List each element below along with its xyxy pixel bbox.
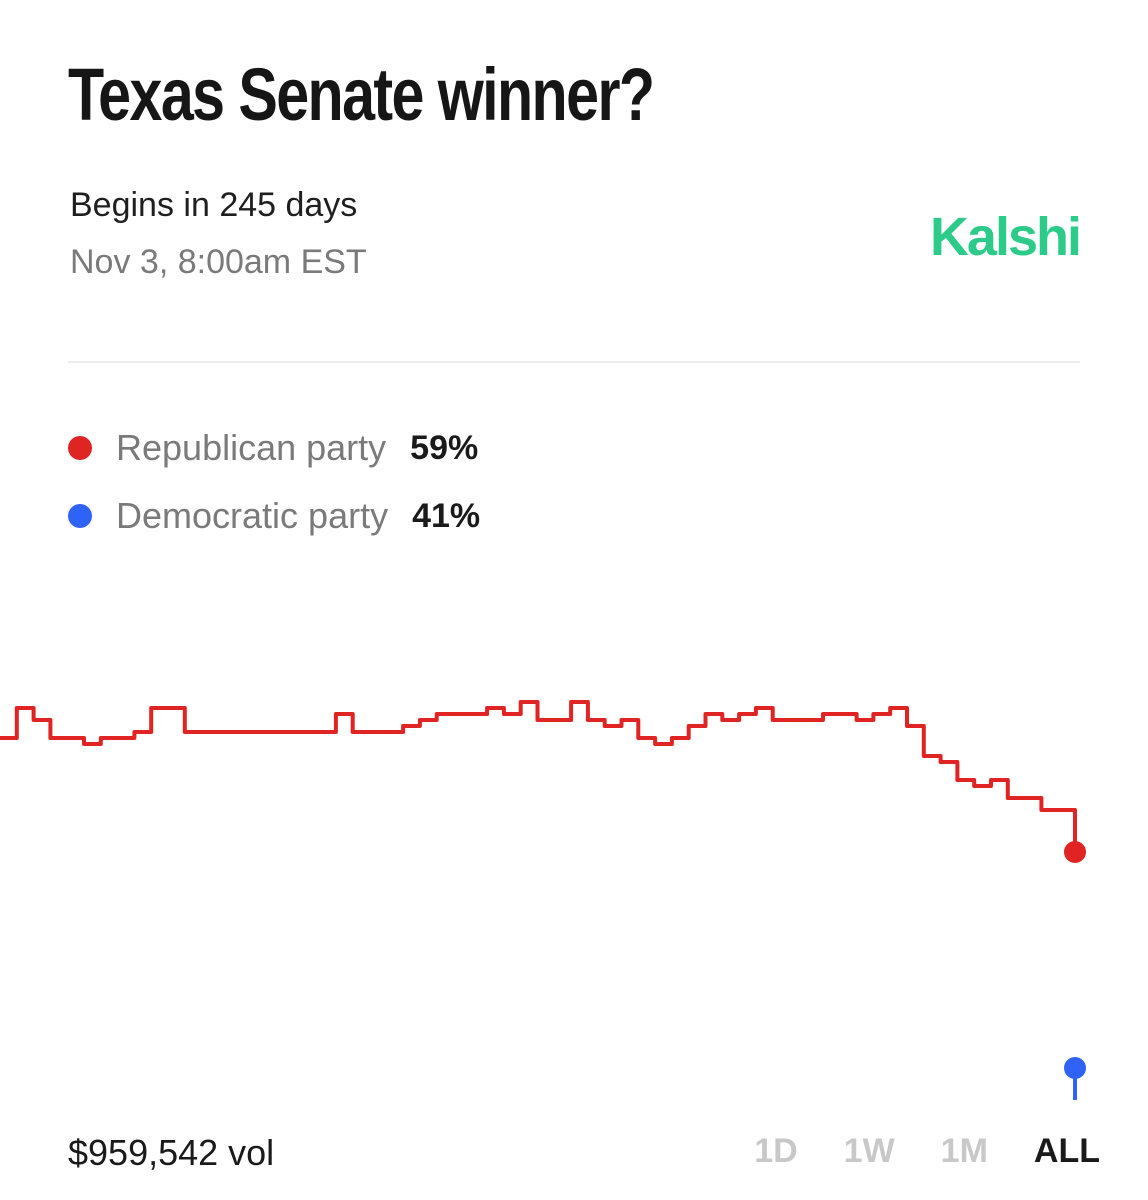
begins-countdown: Begins in 245 days — [70, 186, 358, 224]
event-date: Nov 3, 8:00am EST — [70, 243, 367, 281]
page-title: Texas Senate winner? — [68, 53, 655, 136]
legend-item-democratic: Democratic party 41% — [68, 482, 480, 550]
series-endpoint-0 — [1064, 841, 1086, 863]
legend-value: 41% — [412, 496, 481, 535]
kalshi-logo: Kalshi — [929, 207, 1082, 267]
series-line-0 — [0, 700, 1077, 852]
series-line-1 — [1073, 1068, 1077, 1100]
democratic-dot-icon — [68, 504, 92, 528]
legend-item-republican: Republican party 59% — [68, 414, 480, 482]
legend-label: Republican party — [116, 427, 387, 468]
range-1d-button[interactable]: 1D — [754, 1132, 798, 1170]
legend-value: 59% — [410, 428, 479, 467]
volume-label: $959,542 vol — [68, 1132, 275, 1173]
range-1m-button[interactable]: 1M — [940, 1132, 988, 1170]
legend: Republican party 59% Democratic party 41… — [68, 414, 480, 550]
legend-label: Democratic party — [116, 495, 389, 536]
time-range-selector: 1D 1W 1M ALL — [708, 1132, 1100, 1171]
republican-dot-icon — [68, 436, 92, 460]
price-chart[interactable] — [0, 560, 1148, 1100]
series-endpoint-1 — [1064, 1057, 1086, 1079]
divider — [68, 361, 1080, 363]
range-1w-button[interactable]: 1W — [843, 1132, 895, 1170]
range-all-button[interactable]: ALL — [1033, 1132, 1100, 1170]
